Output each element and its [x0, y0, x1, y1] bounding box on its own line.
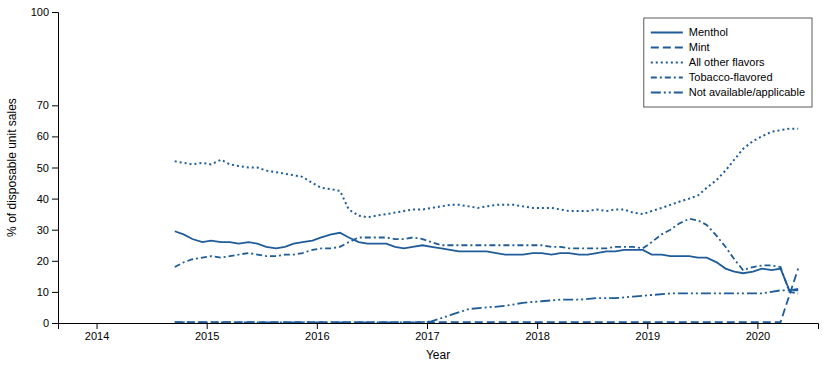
x-tick: 2018	[525, 323, 549, 342]
y-axis: 0 10 20 30 40 50 60 70 100	[31, 6, 59, 329]
y-tick: 30	[37, 224, 58, 236]
y-tick-label: 70	[37, 99, 49, 111]
y-tick-label: 50	[37, 162, 49, 174]
y-tick: 0	[43, 317, 58, 329]
legend: Menthol Mint All other flavors Tobacco-flav…	[644, 18, 812, 107]
y-tick-label: 40	[37, 193, 49, 205]
y-tick-label: 20	[37, 255, 49, 267]
y-tick: 10	[37, 286, 58, 298]
y-tick-label: 100	[31, 6, 49, 18]
legend-swatch	[651, 62, 683, 64]
y-tick: 60	[37, 130, 58, 142]
legend-swatch	[651, 47, 683, 49]
series-line	[175, 129, 798, 218]
legend-label: All other flavors	[689, 56, 765, 68]
legend-label: Menthol	[689, 26, 728, 38]
y-axis-line	[52, 13, 59, 324]
y-tick-mark	[52, 199, 58, 200]
x-tick-label: 2020	[746, 330, 770, 342]
x-tick-label: 2019	[636, 330, 660, 342]
plot: 2014 2015 2016 2017 2018 2019 2020 0 10 20 30 40 50 6…	[31, 6, 819, 342]
legend-swatch	[651, 92, 683, 94]
y-tick-mark	[52, 136, 58, 137]
x-tick-mark	[317, 323, 318, 329]
x-tick-mark	[537, 323, 538, 329]
y-tick-label: 30	[37, 224, 49, 236]
y-tick: 20	[37, 255, 58, 267]
x-tick-mark	[97, 323, 98, 329]
y-tick-mark	[52, 323, 58, 324]
y-tick-mark	[52, 261, 58, 262]
x-tick: 2016	[305, 323, 329, 342]
x-tick-label: 2016	[305, 330, 329, 342]
y-tick: 40	[37, 193, 58, 205]
series-line	[175, 219, 798, 294]
x-tick-mark	[427, 323, 428, 329]
y-tick-label: 10	[37, 286, 49, 298]
x-tick-label: 2018	[525, 330, 549, 342]
x-tick-label: 2014	[85, 330, 109, 342]
x-tick-mark	[757, 323, 758, 329]
x-axis-line	[59, 324, 819, 330]
y-tick-mark	[52, 168, 58, 169]
y-tick: 100	[31, 6, 58, 18]
y-tick-mark	[52, 230, 58, 231]
series-line	[175, 290, 798, 322]
x-axis: 2014 2015 2016 2017 2018 2019 2020	[59, 323, 819, 342]
x-tick-mark	[207, 323, 208, 329]
x-tick: 2014	[85, 323, 109, 342]
legend-label: Not available/applicable	[689, 86, 805, 98]
legend-label: Tobacco-flavored	[689, 71, 773, 83]
y-tick: 70	[37, 99, 58, 111]
y-tick-mark	[52, 105, 58, 106]
legend-swatch	[651, 77, 683, 79]
x-tick: 2020	[746, 323, 770, 342]
y-tick-mark	[52, 292, 58, 293]
legend-label: Mint	[689, 41, 710, 53]
x-tick-mark	[647, 323, 648, 329]
x-tick-label: 2017	[415, 330, 439, 342]
y-tick-label: 60	[37, 130, 49, 142]
x-axis-title: Year	[426, 348, 450, 362]
x-tick: 2019	[636, 323, 660, 342]
y-tick-mark	[52, 12, 58, 13]
y-tick: 50	[37, 162, 58, 174]
series-line	[175, 269, 798, 322]
x-tick-label: 2015	[195, 330, 219, 342]
y-tick-label: 0	[43, 317, 49, 329]
x-tick: 2015	[195, 323, 219, 342]
legend-swatch	[651, 32, 683, 34]
lines	[175, 129, 798, 323]
series-line	[175, 231, 798, 290]
chart: 2014 2015 2016 2017 2018 2019 2020 0 10 20 30 40 50 6…	[0, 0, 834, 367]
legend-frame	[644, 18, 812, 107]
x-tick: 2017	[415, 323, 439, 342]
y-axis-title: % of disposable unit sales	[5, 98, 19, 237]
